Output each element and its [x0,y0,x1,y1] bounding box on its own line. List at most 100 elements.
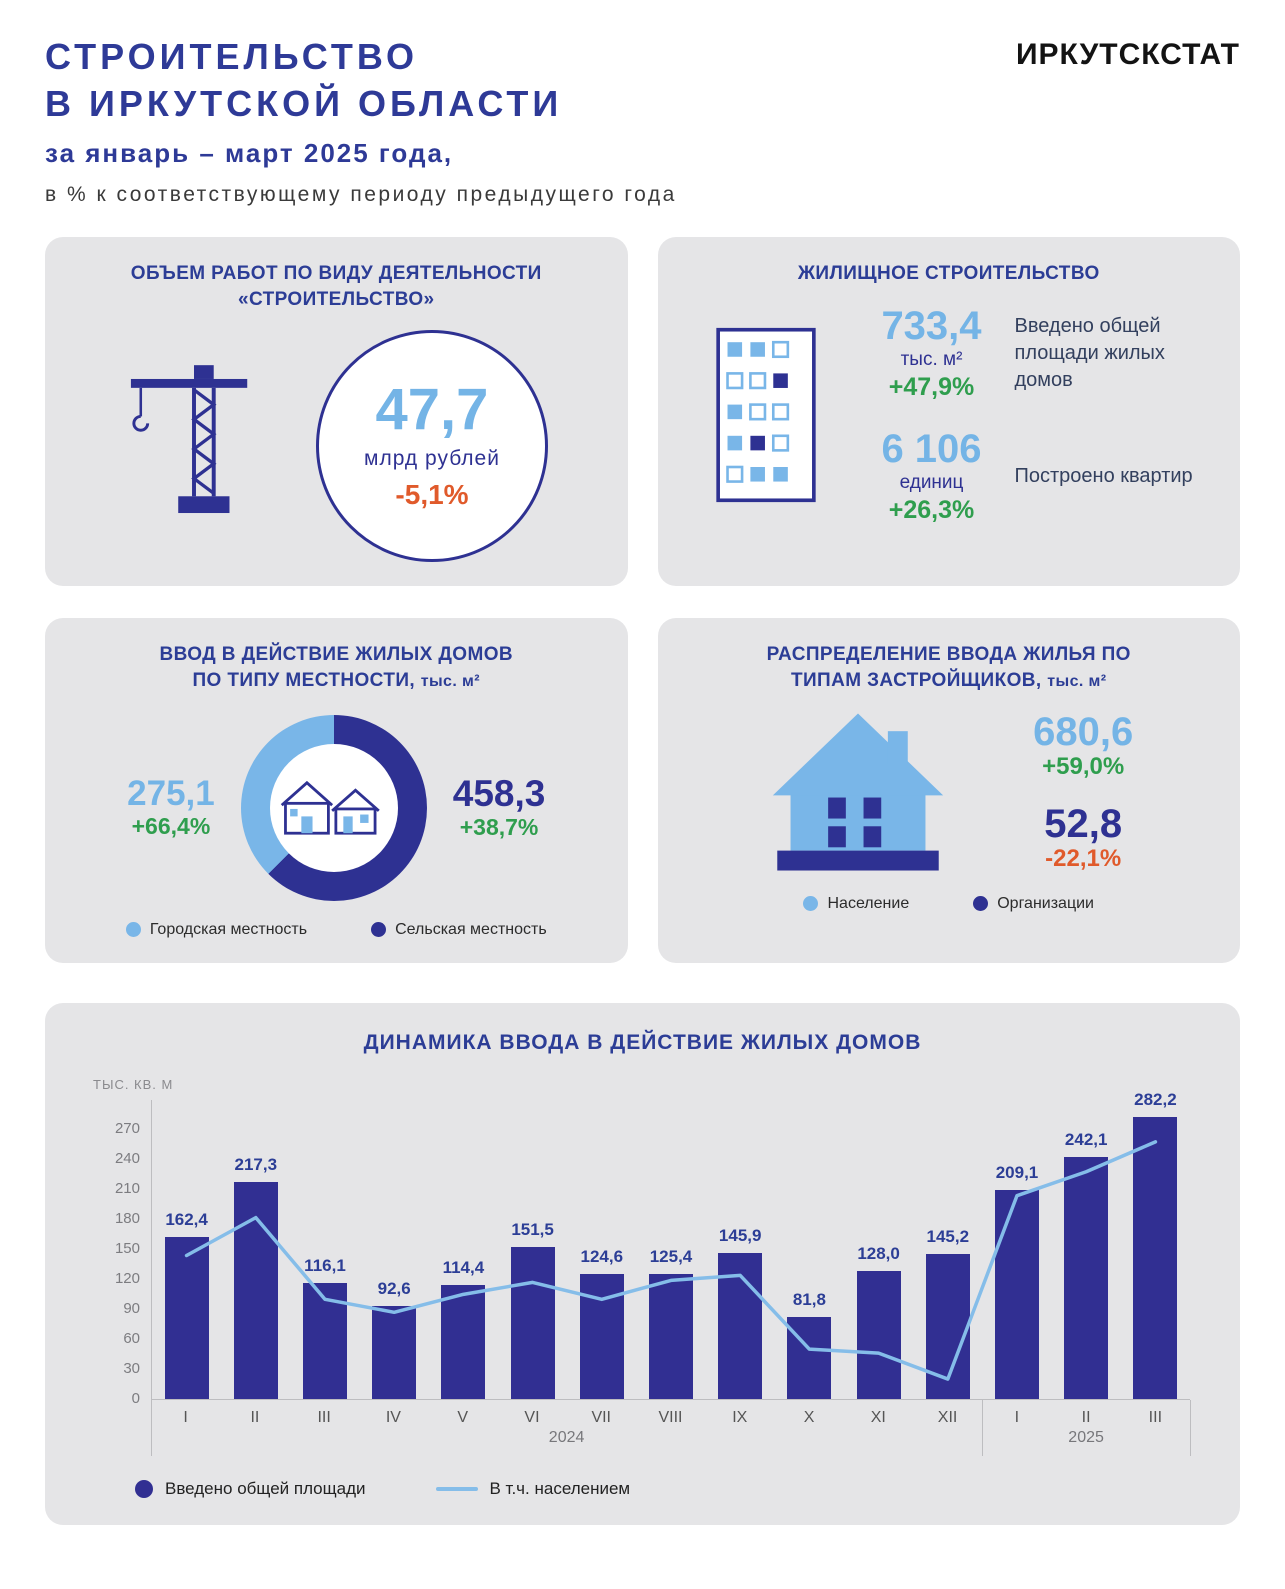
population-value: 680,6 [1033,709,1134,754]
bar-value-label: 217,3 [234,1154,278,1174]
header-titles: СТРОИТЕЛЬСТВО В ИРКУТСКОЙ ОБЛАСТИ за янв… [45,34,677,207]
building-icon-cell [684,325,849,505]
housing-area-value: 733,4 [881,304,982,349]
bar-value-label: 242,1 [1064,1129,1108,1149]
bar-slot: 209,1 [982,1100,1051,1399]
year-2024-label: 2024 [548,1428,585,1446]
y-tick-label: 210 [114,1179,140,1197]
panel-locality-body: 275,1 +66,4% [71,714,602,901]
panel-volume-title: ОБЪЕМ РАБОТ ПО ВИДУ ДЕЯТЕЛЬНОСТИ «СТРОИТ… [71,261,602,314]
bar-value-label: 162,4 [165,1209,208,1229]
x-axis-labels: I II III IV V VI VII VIII IX X XI XII I II III [151,1400,1190,1427]
locality-donut-chart [240,714,427,901]
bar-slot: 151,5 [498,1100,567,1399]
housing-area-unit: тыс. м² [900,349,963,371]
panel-housing-title: ЖИЛИЩНОЕ СТРОИТЕЛЬСТВО [797,262,1100,284]
legend-rural: Сельская местность [371,921,547,939]
urban-stat: 275,1 +66,4% [127,775,215,840]
volume-value: 47,7 [375,376,489,442]
house-icon [773,713,944,871]
urban-change: +66,4% [131,812,211,839]
bar-slot: 92,6 [360,1100,429,1399]
year-2025-label: 2025 [1068,1428,1104,1446]
volume-circle-stat: 47,7 млрд рублей -5,1% [316,329,548,562]
line-series-icon [435,1486,478,1491]
rural-dot-icon [371,922,387,938]
y-tick-label: 150 [114,1239,140,1257]
donut-hole [269,743,398,872]
x-tick-label: XI [870,1408,886,1426]
bar-slot: 81,8 [775,1100,844,1399]
axis-divider-right [1190,1399,1191,1456]
x-tick-label: I [1014,1408,1020,1426]
x-tick-label: III [317,1408,331,1426]
panel-developers-title-line1: РАСПРЕДЕЛЕНИЕ ВВОДА ЖИЛЬЯ ПО [766,643,1131,665]
rural-stat: 458,3 +38,7% [452,773,546,841]
housing-apartments-unit: единиц [899,472,964,494]
bar-value-label: 151,5 [511,1220,554,1240]
x-tick-label: IV [385,1408,401,1426]
y-tick-label: 0 [131,1389,140,1407]
legend-urban: Городская местность [125,920,308,939]
x-tick-label: VI [524,1408,540,1426]
bar-value-label: 81,8 [792,1290,826,1310]
housing-area-label: Введено общей площади жилых домов [1014,315,1165,392]
organizations-value: 52,8 [1044,801,1123,846]
bar-slot: 114,4 [429,1100,498,1399]
crane-icon [130,364,247,513]
panel-volume-title-line1: ОБЪЕМ РАБОТ ПО ВИДУ ДЕЯТЕЛЬНОСТИ [130,262,542,284]
housing-apartments-stat: 6 106 единиц +26,3% [867,428,997,525]
bar-III [1133,1116,1178,1399]
y-tick-label: 180 [114,1209,140,1227]
chart-area: 0 30 60 90 120 150 180 210 240 270 162,4 217,3 116,1… [87,1090,1198,1456]
volume-change: -5,1% [395,478,469,510]
bar-value-label: 145,2 [926,1226,970,1246]
legend-urban-label: Городская местность [149,920,308,938]
developers-stats: 680,6 +59,0% 52,8 -22,1% [1033,711,1133,873]
population-line [152,1100,1190,1399]
y-tick-label: 90 [123,1299,140,1317]
x-tick-label: IX [732,1408,748,1426]
irkutskstat-logo: ИРКУТСКСТАТ [1015,38,1240,71]
rural-value: 458,3 [452,773,546,815]
page-note: в % к соответствующему периоду предыдуще… [45,182,677,206]
bar-slot: 242,1 [1052,1100,1121,1399]
rural-change: +38,7% [459,813,539,840]
panel-volume-body: 47,7 млрд рублей -5,1% [71,329,602,562]
panel-locality-title: ВВОД В ДЕЙСТВИЕ ЖИЛЫХ ДОМОВ ПО ТИПУ МЕСТ… [71,642,602,695]
bar-value-label: 116,1 [304,1255,346,1275]
panel-developers-title-unit: тыс. м² [1047,673,1107,691]
panel-developers-body: 680,6 +59,0% 52,8 -22,1% [684,709,1215,875]
panel-housing-body: 733,4 тыс. м² +47,9% [684,305,1215,525]
y-tick-label: 120 [114,1269,140,1287]
panel-locality: ВВОД В ДЕЙСТВИЕ ЖИЛЫХ ДОМОВ ПО ТИПУ МЕСТ… [45,617,628,963]
legend-by-population: В т.ч. населением [435,1479,630,1499]
housing-apartments-label: Построено квартир [1014,465,1193,488]
year-labels: 2024 2025 [151,1427,1190,1453]
housing-apartments-change: +26,3% [888,496,975,525]
chart-y-axis-unit: ТЫС. КВ. М [93,1076,174,1092]
bar-value-label: 282,2 [1134,1089,1177,1109]
panel-locality-title-unit: тыс. м² [420,673,481,691]
panel-developers-title: РАСПРЕДЕЛЕНИЕ ВВОДА ЖИЛЬЯ ПО ТИПАМ ЗАСТР… [684,642,1215,695]
housing-apartments-value: 6 106 [881,427,982,472]
population-stat: 680,6 +59,0% [1033,711,1133,781]
x-tick-label: X [803,1408,815,1426]
bar-slot: 282,2 [1121,1090,1190,1399]
bar-I [994,1189,1039,1399]
apartment-building-icon [716,328,816,503]
bar-II [1064,1156,1109,1399]
bar-I [164,1236,209,1399]
bar-value-label: 124,6 [580,1247,624,1267]
legend-rural-label: Сельская местность [395,920,547,938]
panel-housing: ЖИЛИЩНОЕ СТРОИТЕЛЬСТВО 733,4 тыс. м² +47… [657,236,1240,586]
panel-developers-title-line2: ТИПАМ ЗАСТРОЙЩИКОВ, [790,670,1042,692]
urban-dot-icon [125,922,141,938]
bar-slot: 128,0 [844,1100,913,1399]
legend-organizations-label: Организации [997,894,1094,912]
y-tick-label: 60 [123,1329,140,1347]
legend-total-area-label: Введено общей площади [165,1478,366,1498]
x-tick-label: II [1081,1408,1091,1426]
bar-value-label: 125,4 [649,1246,693,1266]
bar-slot: 125,4 [636,1100,705,1399]
